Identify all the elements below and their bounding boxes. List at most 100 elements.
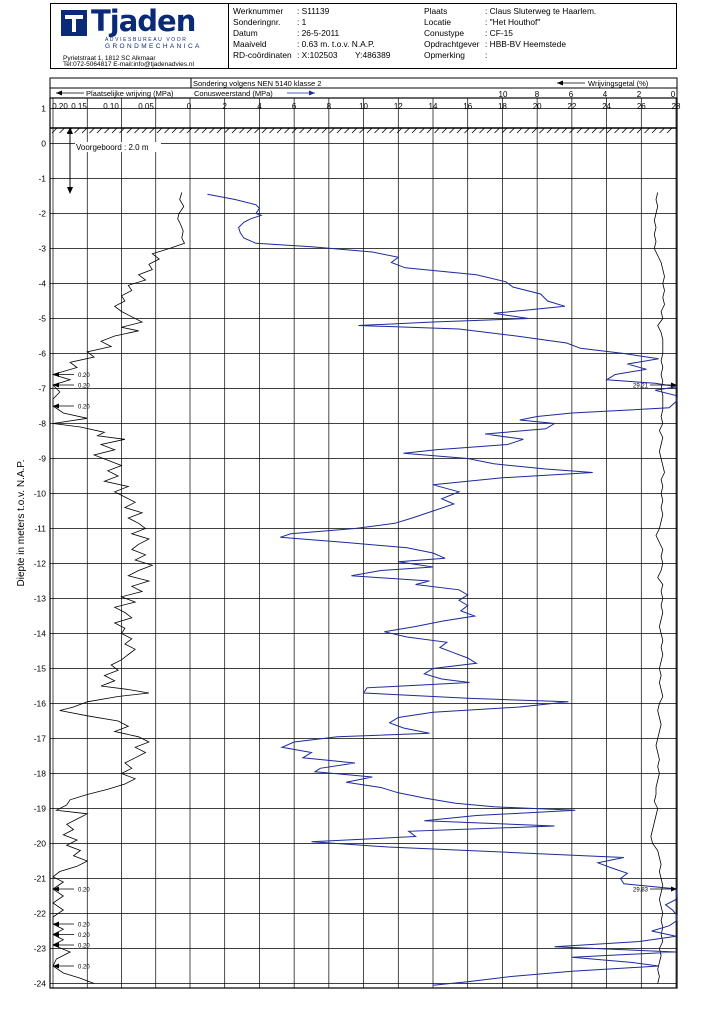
depth-tick-label: -24 [34,979,47,989]
company-logo-subtitle: ADVIESBUREAU VOOR [105,37,188,43]
ratio-legend-label: Wrijvingsgetal (%) [588,79,649,88]
depth-tick-label: -14 [34,629,47,639]
hatch-mark [659,127,665,134]
hatch-mark [591,127,598,134]
friction-clip-arrow-icon [53,921,59,927]
hatch-mark [201,127,208,134]
werknummer-value: : S11139 [297,6,330,16]
cone-tick-label: 6 [292,102,297,111]
friction-clip-label: 0.20 [78,405,90,411]
depth-tick-label: -13 [34,594,47,604]
hatch-mark [329,127,335,134]
cone-tick-label: 10 [359,102,368,111]
depth-tick-label: 1 [41,104,46,114]
rd-label: RD-coördinaten [233,50,292,60]
sondering-value: : 1 [297,17,307,27]
hatch-mark [456,127,463,134]
depth-tick-label: -15 [34,664,47,674]
ratio-tick-label: 6 [569,90,574,99]
hatch-mark [89,127,95,134]
hatch-mark [291,127,298,134]
hatch-mark [149,127,155,134]
hatch-mark [501,127,508,134]
hatch-mark [426,127,433,134]
predrill-top-arrow-icon [67,127,73,134]
friction-clip-arrow-icon [53,372,59,377]
depth-tick-label: -20 [34,839,47,849]
depth-tick-label: -5 [38,314,46,324]
hatch-mark [524,127,530,134]
hatch-mark [156,127,163,134]
depth-tick-label: -17 [34,734,47,744]
hatch-mark [164,127,170,134]
hatch-mark [614,127,620,134]
friction-legend-label: Plaatselijke wrijving (MPa) [86,89,174,98]
hatch-mark [134,127,140,134]
company-logo-mark [61,10,87,36]
hatch-mark [239,127,245,134]
friction-clip-label: 0.20 [78,384,90,390]
friction-clip-label: 0.20 [78,923,90,929]
hatch-mark [179,127,185,134]
predrill-bottom-arrow-icon [67,187,73,194]
friction-clip-arrow-icon [53,382,59,388]
hatch-mark [381,127,388,134]
hatch-mark [351,127,358,134]
hatch-mark [269,127,275,134]
opmerking-value: : [485,50,488,60]
hatch-mark [246,127,253,134]
depth-tick-label: -23 [34,944,47,954]
depth-tick-label: -19 [34,804,47,814]
depth-tick-label: -16 [34,699,47,709]
opmerking-label: Opmerking [424,50,465,60]
friction-clip-label: 0.20 [78,944,90,950]
plaats-label: Plaats [424,6,448,16]
hatch-mark [96,127,103,134]
sondering-label: Sonderingnr. [233,17,281,27]
hatch-mark [306,127,313,134]
friction-clip-arrow-icon [53,403,59,409]
depth-tick-label: -22 [34,909,47,919]
hatch-mark [486,127,493,134]
maaiveld-value: : 0.63 m. t.o.v. N.A.P. [297,39,375,49]
hatch-mark [516,127,523,134]
axis-tick-labels: 2 4 6 8 10 12 14 16 18 20 22 24 26 280.20 0.15 0.10 0.05… [34,90,681,989]
cone-legend-label: Conusweerstand (MPa) [194,89,273,98]
hatch-mark [411,127,418,134]
hatch-mark [644,127,650,134]
hatch-mark [666,127,673,134]
cone-clip-arrow-icon [671,382,677,388]
depth-tick-label: -21 [34,874,47,884]
cone-clip-label: 29.83 [633,888,649,894]
cone-resistance-line [207,193,678,986]
hatch-mark [471,127,478,134]
hatch-mark [509,127,515,134]
ratio-tick-label: 2 [637,90,642,99]
hatch-mark [119,127,125,134]
hatch-mark [359,127,365,134]
hatch-mark [569,127,575,134]
friction-legend-arrow-icon [56,90,62,96]
locatie-label: Locatie [424,17,452,27]
cone-legend-arrow-icon [309,90,315,96]
report-header: Tjaden ADVIESBUREAU VOOR GRONDMECHANICA … [50,3,677,69]
rd-y-value: Y:486389 [355,50,391,60]
depth-tick-label: -18 [34,769,47,779]
cone-tick-label: 24 [602,102,611,111]
hatch-mark [396,127,403,134]
friction-tick-label: 0 [187,102,192,111]
company-contact: Tel:072-5064817 E-mail:info@tjadenadvies… [63,61,194,68]
company-logo-tagline: GRONDMECHANICA [105,43,202,50]
hatch-mark [404,127,410,134]
hatch-mark [336,127,343,134]
hatch-mark [224,127,230,134]
ratio-legend-arrow-icon [557,80,563,86]
hatch-mark [374,127,380,134]
hatch-mark [494,127,500,134]
friction-clip-label: 0.20 [78,888,90,894]
cone-tick-label: 16 [463,102,472,111]
hatch-mark [599,127,605,134]
hatch-mark [606,127,613,134]
surface-hatch [51,127,673,134]
hatch-mark [344,127,350,134]
